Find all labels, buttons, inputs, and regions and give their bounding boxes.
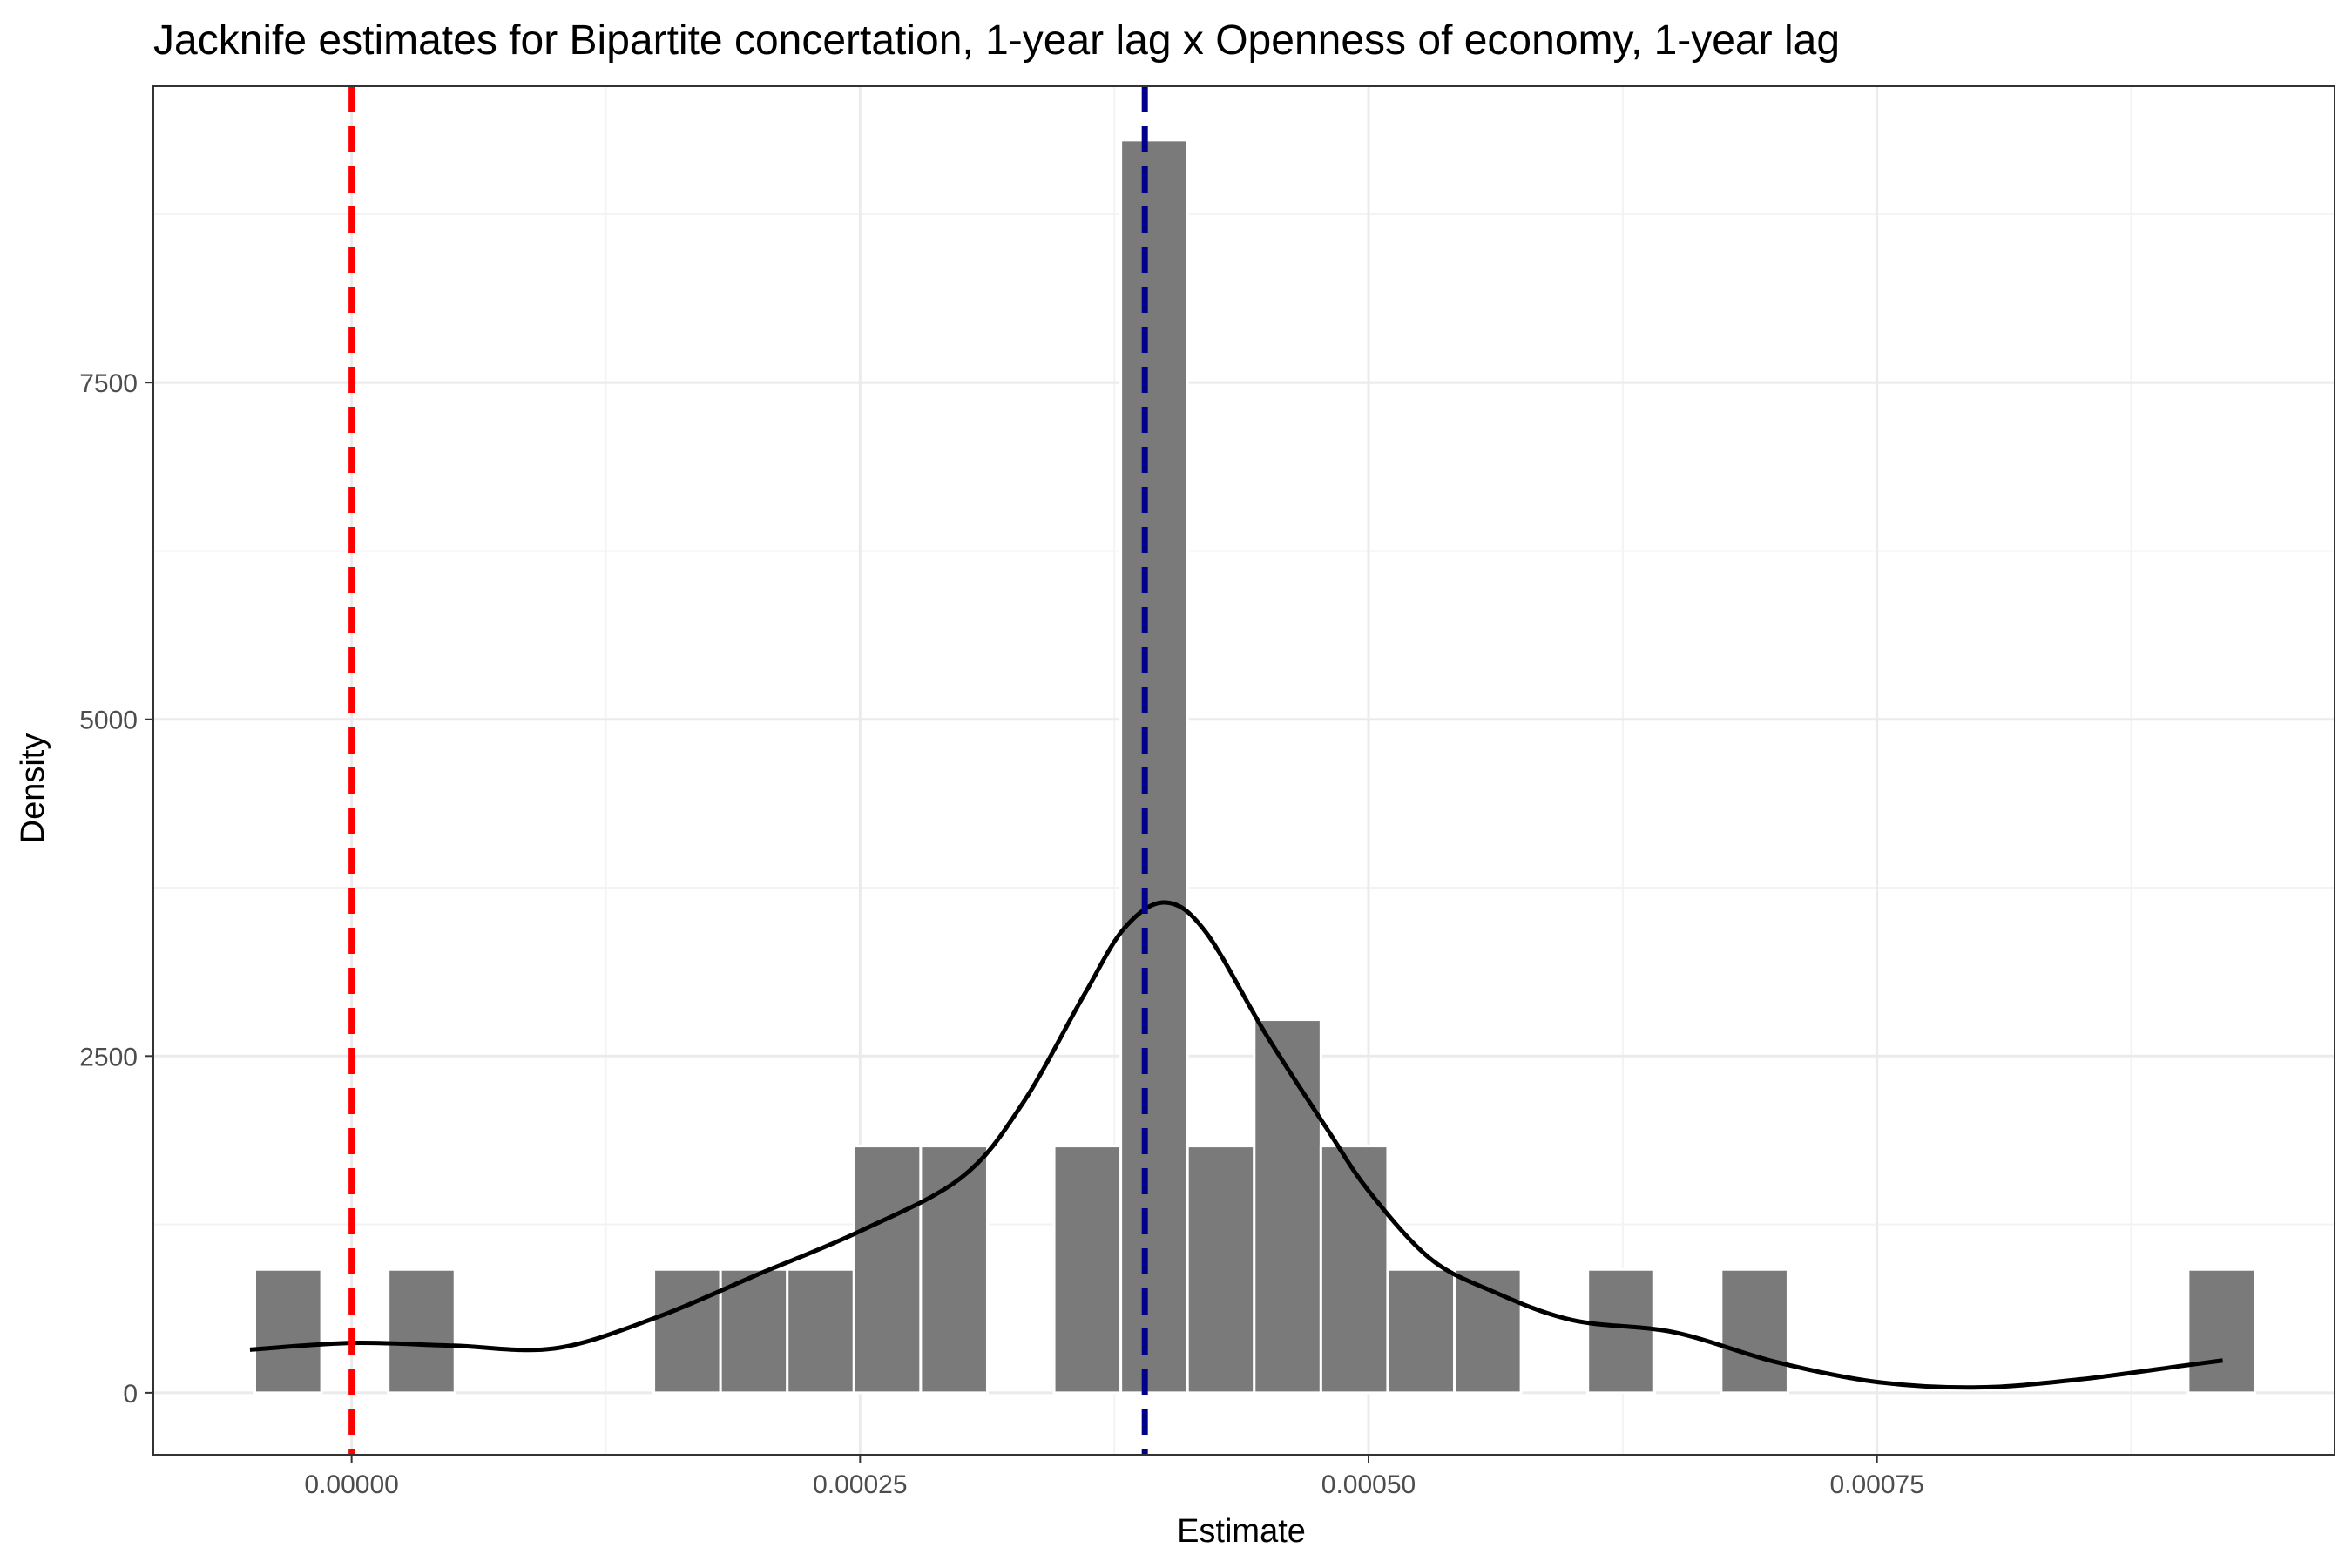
histogram-bar	[1319, 1145, 1389, 1395]
density-curve	[249, 900, 2223, 1390]
density-curve-layer	[249, 900, 2223, 1390]
axis-ticks: 0.00000 0.00025 0.00050 0.00075 0 2500 5000 750…	[79, 369, 1924, 1499]
histogram-bar	[1586, 1267, 1656, 1395]
histogram-bar	[1253, 1018, 1322, 1395]
y-tick-label: 7500	[79, 369, 138, 398]
x-tick-label: 0.00025	[813, 1470, 907, 1499]
x-tick-label: 0.00075	[1829, 1470, 1923, 1499]
histogram-bar	[1386, 1267, 1456, 1395]
histogram-bar	[652, 1267, 722, 1395]
y-tick-label: 5000	[79, 706, 138, 735]
histogram-bar	[253, 1267, 323, 1395]
chart-title: Jacknife estimates for Bipartite concert…	[153, 17, 1840, 64]
y-axis-title: Density	[15, 733, 51, 844]
x-axis-title: Estimate	[1177, 1513, 1306, 1550]
histogram-bar	[2186, 1267, 2256, 1395]
histogram-bar	[719, 1267, 789, 1395]
reference-lines	[348, 86, 1148, 1455]
panel-border	[152, 85, 2335, 1456]
histogram-bar	[1720, 1267, 1789, 1395]
histogram-bar	[852, 1145, 923, 1395]
histogram-bar	[1052, 1145, 1123, 1395]
y-tick-label: 0	[123, 1380, 138, 1409]
x-tick-label: 0.00050	[1321, 1470, 1416, 1499]
histogram-bar	[919, 1145, 989, 1395]
x-tick-label: 0.00000	[304, 1470, 398, 1499]
histogram-bar	[786, 1267, 855, 1395]
histogram-bar	[387, 1267, 456, 1395]
histogram-bar	[1186, 1145, 1256, 1395]
y-tick-label: 2500	[79, 1043, 138, 1071]
histogram-bar	[1119, 139, 1189, 1395]
histogram-bars	[253, 139, 2256, 1395]
